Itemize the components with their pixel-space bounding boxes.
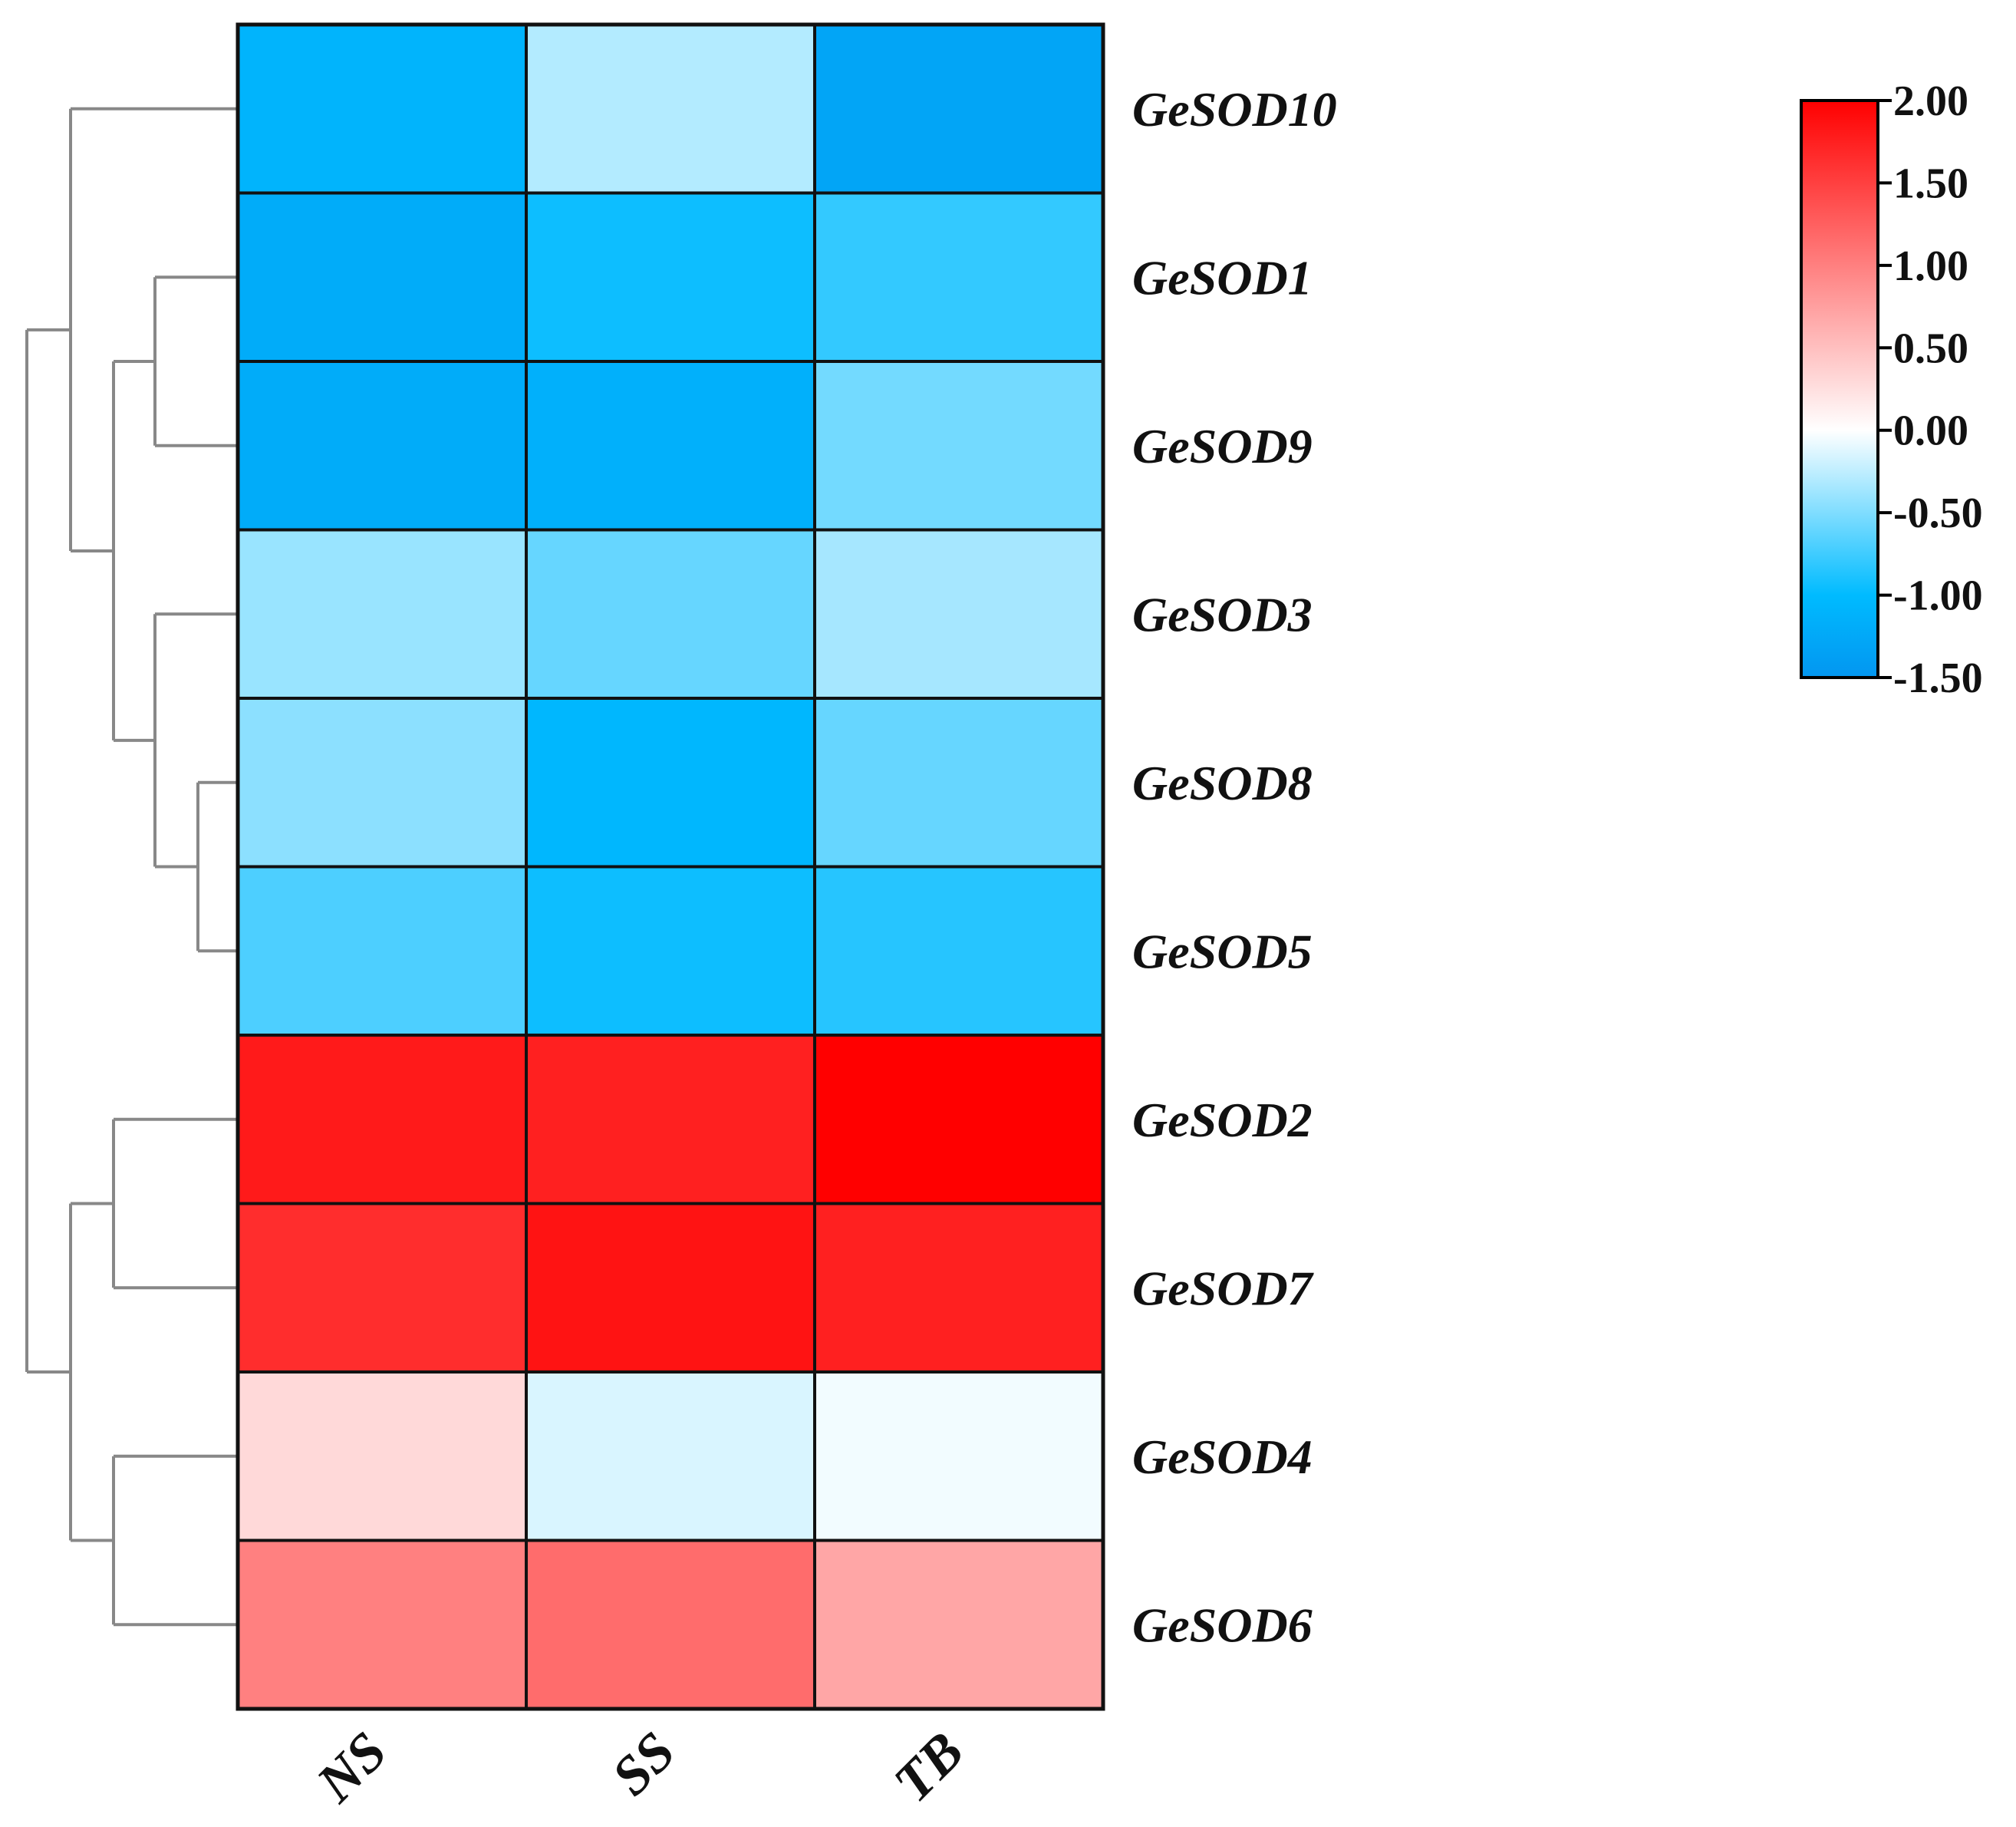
heatmap-cell-gesod3-ss xyxy=(525,528,816,700)
color-scale-bar xyxy=(1800,99,1879,679)
heatmap-cell-gesod3-tb xyxy=(813,528,1105,700)
heatmap-cell-gesod9-tb xyxy=(813,360,1105,532)
row-dendrogram xyxy=(25,107,238,1627)
column-labels: NS SS TB xyxy=(305,1720,975,1814)
color-scale-tick-label: 1.00 xyxy=(1893,242,1968,290)
heatmap-cell-gesod5-ss xyxy=(525,865,816,1037)
color-scale-tick-label: -1.00 xyxy=(1893,572,1983,620)
heatmap-cell-gesod2-tb xyxy=(813,1034,1105,1205)
row-label-gesod4: GeSOD4 xyxy=(1132,1430,1313,1484)
heatmap-cell-gesod7-ss xyxy=(525,1202,816,1374)
color-scale-tick-label: -1.50 xyxy=(1893,655,1983,702)
color-scale-tick-label: 0.00 xyxy=(1893,407,1968,455)
column-label-ns: NS xyxy=(305,1720,398,1814)
color-scale-tick-label: 2.00 xyxy=(1893,77,1968,125)
heatmap-cell-gesod5-tb xyxy=(813,865,1105,1037)
row-label-gesod1: GeSOD1 xyxy=(1132,250,1313,305)
color-scale-tick-label: 1.50 xyxy=(1893,160,1968,207)
column-label-tb: TB xyxy=(882,1720,976,1814)
heatmap-cell-gesod6-ns xyxy=(236,1538,528,1710)
color-scale-ticks: 2.00 1.50 1.00 0.50 0.00 -0.50 -1.00 -1.50 xyxy=(1878,77,1983,702)
heatmap-cell-gesod10-ns xyxy=(236,23,528,195)
heatmap-cell-gesod1-ss xyxy=(525,191,816,363)
heatmap-cell-gesod8-tb xyxy=(813,697,1105,869)
row-label-gesod9: GeSOD9 xyxy=(1132,419,1313,473)
color-scale-legend: 2.00 1.50 1.00 0.50 0.00 -0.50 -1.00 -1.50 xyxy=(1800,77,1983,702)
heatmap-cell-gesod4-ns xyxy=(236,1370,528,1542)
heatmap-cell-gesod4-tb xyxy=(813,1370,1105,1542)
heatmap-cell-gesod4-ss xyxy=(525,1370,816,1542)
row-label-gesod5: GeSOD5 xyxy=(1132,924,1313,978)
heatmap-cell-gesod10-tb xyxy=(813,23,1105,195)
row-label-gesod6: GeSOD6 xyxy=(1132,1598,1313,1652)
heatmap-cells xyxy=(236,22,1105,1711)
row-label-gesod3: GeSOD3 xyxy=(1132,587,1313,641)
heatmap-cell-gesod6-tb xyxy=(813,1538,1105,1710)
row-label-gesod10: GeSOD10 xyxy=(1132,82,1337,137)
row-label-gesod8: GeSOD8 xyxy=(1132,756,1313,810)
heatmap-cell-gesod9-ns xyxy=(236,360,528,532)
heatmap-cell-gesod2-ss xyxy=(525,1034,816,1205)
column-label-ss: SS xyxy=(600,1720,687,1807)
heatmap-cell-gesod7-tb xyxy=(813,1202,1105,1374)
heatmap-border xyxy=(236,22,1105,1711)
heatmap-cell-gesod1-tb xyxy=(813,191,1105,363)
row-labels: GeSOD10 GeSOD1 GeSOD9 GeSOD3 GeSOD8 GeSOD5 GeS… xyxy=(1132,82,1337,1653)
heatmap-cell-gesod2-ns xyxy=(236,1034,528,1205)
heatmap-cell-gesod1-ns xyxy=(236,191,528,363)
heatmap-cell-gesod8-ns xyxy=(236,697,528,869)
row-label-gesod7: GeSOD7 xyxy=(1132,1261,1315,1315)
heatmap-cell-gesod3-ns xyxy=(236,528,528,700)
color-scale-tick-label: 0.50 xyxy=(1893,325,1968,372)
heatmap-cell-gesod10-ss xyxy=(525,23,816,195)
heatmap-cell-gesod7-ns xyxy=(236,1202,528,1374)
color-scale-tick-label: -0.50 xyxy=(1893,490,1983,537)
row-label-gesod2: GeSOD2 xyxy=(1132,1093,1313,1147)
heatmap-cell-gesod8-ss xyxy=(525,697,816,869)
heatmap-cell-gesod6-ss xyxy=(525,1538,816,1710)
heatmap-cell-gesod9-ss xyxy=(525,360,816,532)
heatmap-cell-gesod5-ns xyxy=(236,865,528,1037)
